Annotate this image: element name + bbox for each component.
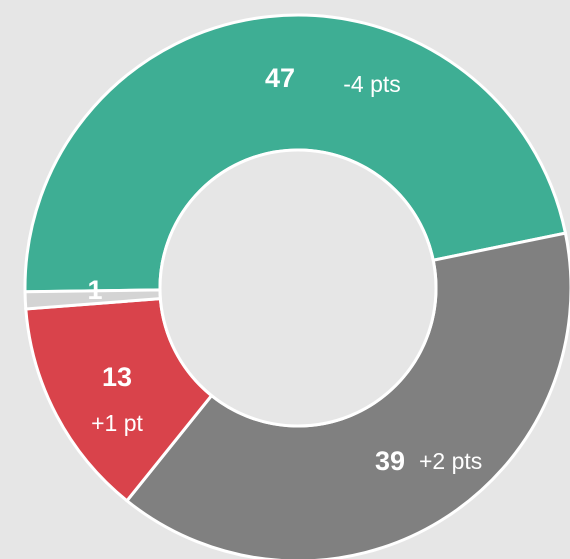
- value-label: 39: [375, 446, 405, 476]
- value-label: 13: [102, 362, 132, 392]
- change-label: -4 pts: [343, 71, 401, 97]
- value-label: 1: [87, 275, 102, 305]
- donut-hole: [158, 148, 438, 428]
- value-label: 47: [265, 63, 295, 93]
- change-label: +2 pts: [419, 448, 482, 474]
- change-label: +1 pt: [91, 410, 143, 436]
